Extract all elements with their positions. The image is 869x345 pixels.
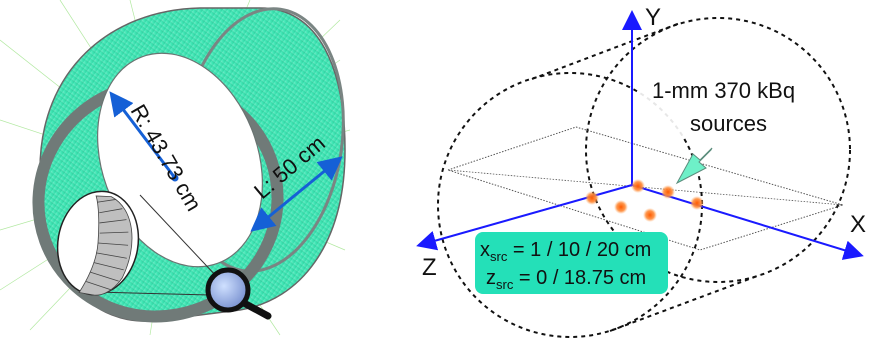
source-dot — [631, 179, 645, 193]
source-position-box: xsrc = 1 / 10 / 20 cm zsrc = 0 / 18.75 c… — [475, 232, 668, 294]
source-dot — [585, 191, 599, 205]
x-axis-label: X — [850, 211, 866, 238]
sources-label-line1: 1-mm 370 kBq — [652, 78, 795, 103]
cylinder-bore — [97, 52, 263, 268]
source-dot — [643, 208, 657, 222]
source-dot — [690, 196, 704, 210]
z-axis-label: Z — [422, 254, 437, 281]
source-dot — [614, 200, 628, 214]
source-points — [585, 179, 704, 222]
radius-arrow — [109, 91, 177, 179]
sources-pointer-arrow — [675, 147, 713, 185]
source-dot — [661, 185, 675, 199]
x-src-text: xsrc = 1 / 10 / 20 cm — [480, 239, 651, 264]
scanner-cylinder-illustration: R: 43.73 cm L: 50 cm — [0, 0, 351, 336]
length-arrow — [250, 156, 343, 232]
cylinder-back-circle — [585, 17, 851, 283]
coordinate-diagram: Y X Z 1-mm 370 kBq sources xsrc = 1 / 10… — [416, 4, 866, 338]
transaxial-plane — [446, 126, 845, 251]
y-axis-label: Y — [645, 4, 661, 31]
z-src-text: zsrc = 0 / 18.75 cm — [486, 267, 646, 292]
detector-crystal-inset — [56, 190, 219, 296]
sources-label-line2: sources — [690, 111, 767, 136]
magnifier-icon — [205, 267, 272, 320]
